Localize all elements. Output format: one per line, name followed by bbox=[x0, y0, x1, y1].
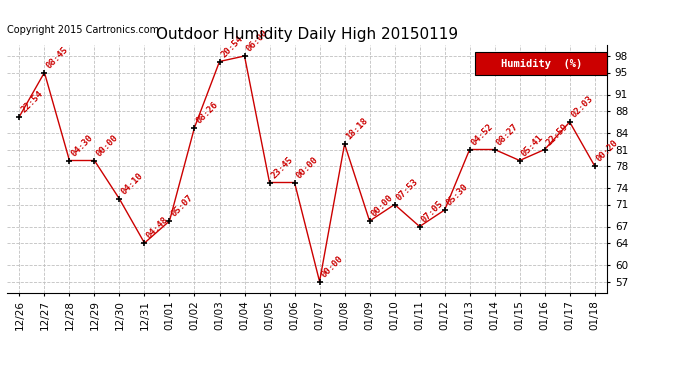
Text: 02:03: 02:03 bbox=[570, 94, 595, 120]
Text: 07:05: 07:05 bbox=[420, 199, 445, 224]
Text: 00:00: 00:00 bbox=[295, 155, 320, 180]
Text: 22:54: 22:54 bbox=[19, 89, 45, 114]
Text: 18:18: 18:18 bbox=[344, 116, 370, 142]
Text: 22:59: 22:59 bbox=[544, 122, 570, 147]
Text: 04:52: 04:52 bbox=[470, 122, 495, 147]
Text: 08:27: 08:27 bbox=[495, 122, 520, 147]
Text: 05:30: 05:30 bbox=[444, 182, 470, 208]
Title: Outdoor Humidity Daily High 20150119: Outdoor Humidity Daily High 20150119 bbox=[156, 27, 458, 42]
Text: 23:45: 23:45 bbox=[270, 155, 295, 180]
Text: Copyright 2015 Cartronics.com: Copyright 2015 Cartronics.com bbox=[7, 25, 159, 35]
FancyBboxPatch shape bbox=[475, 53, 607, 75]
Text: 04:10: 04:10 bbox=[119, 171, 145, 197]
Text: 00:00: 00:00 bbox=[370, 194, 395, 219]
Text: 20:54: 20:54 bbox=[219, 34, 245, 59]
Text: 08:45: 08:45 bbox=[44, 45, 70, 70]
Text: 08:26: 08:26 bbox=[195, 100, 220, 125]
Text: 00:00: 00:00 bbox=[95, 133, 120, 158]
Text: 06:00: 06:00 bbox=[244, 28, 270, 54]
Text: 07:53: 07:53 bbox=[395, 177, 420, 202]
Text: 05:07: 05:07 bbox=[170, 194, 195, 219]
Text: 04:48: 04:48 bbox=[144, 215, 170, 241]
Text: 05:41: 05:41 bbox=[520, 133, 545, 158]
Text: 00:20: 00:20 bbox=[595, 138, 620, 164]
Text: 04:30: 04:30 bbox=[70, 133, 95, 158]
Text: Humidity  (%): Humidity (%) bbox=[500, 58, 582, 69]
Text: 00:00: 00:00 bbox=[319, 254, 345, 279]
